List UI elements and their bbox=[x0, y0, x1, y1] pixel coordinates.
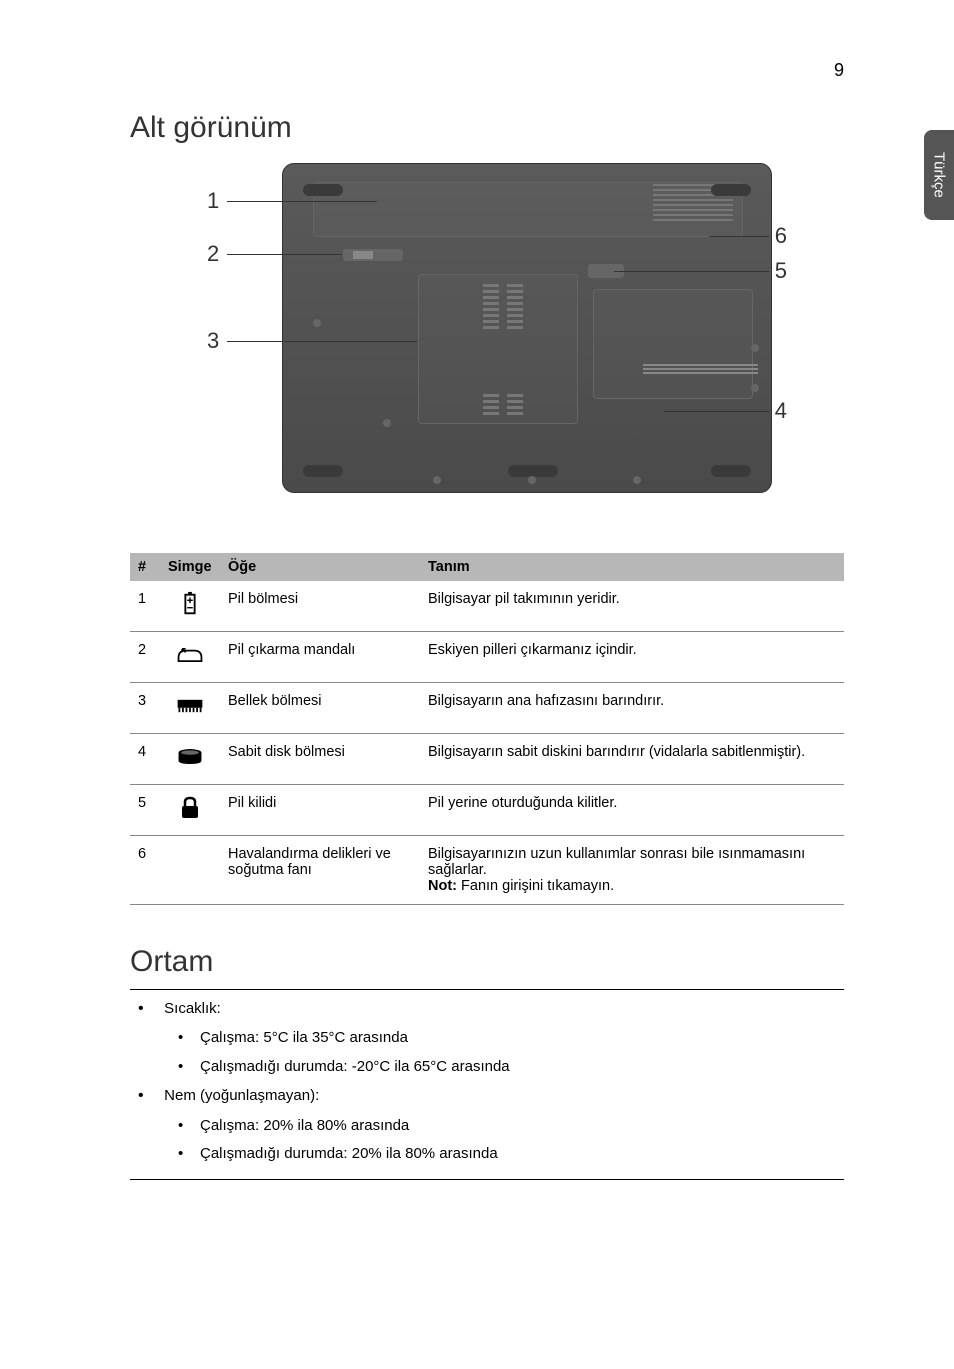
env-subitem: Çalışma: 5°C ila 35°C arasında bbox=[200, 1024, 844, 1053]
note-label: Not: bbox=[428, 878, 457, 894]
table-row: 5 Pil kilidi Pil yerine oturduğunda kili… bbox=[130, 785, 844, 836]
row-num: 5 bbox=[130, 785, 160, 836]
section-title-environment: Ortam bbox=[130, 945, 844, 979]
th-num: # bbox=[130, 553, 160, 581]
row-desc-text: Bilgisayarınızın uzun kullanımlar sonras… bbox=[428, 846, 805, 878]
env-item: Sıcaklık: Çalışma: 5°C ila 35°C arasında… bbox=[160, 994, 844, 1081]
row-item: Havalandırma delikleri ve soğutma fanı bbox=[220, 836, 420, 905]
row-num: 3 bbox=[130, 683, 160, 734]
spec-table: # Simge Öğe Tanım 1 Pil bölmesi Bilgisay… bbox=[130, 553, 844, 905]
env-subitem: Çalışmadığı durumda: -20°C ila 65°C aras… bbox=[200, 1053, 844, 1082]
table-row: 6 Havalandırma delikleri ve soğutma fanı… bbox=[130, 836, 844, 905]
hdd-icon bbox=[160, 734, 220, 785]
row-desc: Bilgisayar pil takımının yeridir. bbox=[420, 581, 844, 632]
row-desc: Bilgisayarınızın uzun kullanımlar sonras… bbox=[420, 836, 844, 905]
row-desc: Pil yerine oturduğunda kilitler. bbox=[420, 785, 844, 836]
callout-2: 2 bbox=[207, 241, 219, 267]
env-item: Nem (yoğunlaşmayan): Çalışma: 20% ila 80… bbox=[160, 1081, 844, 1168]
row-num: 4 bbox=[130, 734, 160, 785]
lock-icon bbox=[160, 785, 220, 836]
table-row: 4 Sabit disk bölmesi Bilgisayarın sabit … bbox=[130, 734, 844, 785]
row-num: 2 bbox=[130, 632, 160, 683]
row-num: 6 bbox=[130, 836, 160, 905]
row-desc: Eskiyen pilleri çıkarmanız içindir. bbox=[420, 632, 844, 683]
env-label: Nem (yoğunlaşmayan): bbox=[164, 1087, 319, 1104]
table-row: 3 Bellek bölmesi Bilgisayarın ana hafıza… bbox=[130, 683, 844, 734]
callout-1: 1 bbox=[207, 188, 219, 214]
bottom-view-diagram: 1 2 3 6 5 4 bbox=[187, 153, 787, 513]
laptop-bottom-shell bbox=[282, 163, 772, 493]
env-subitem: Çalışma: 20% ila 80% arasında bbox=[200, 1112, 844, 1141]
th-icon: Simge bbox=[160, 553, 220, 581]
latch-icon bbox=[160, 632, 220, 683]
battery-icon bbox=[160, 581, 220, 632]
th-desc: Tanım bbox=[420, 553, 844, 581]
row-num: 1 bbox=[130, 581, 160, 632]
page: 9 Alt görünüm bbox=[0, 0, 954, 1240]
page-number: 9 bbox=[130, 60, 844, 81]
row-desc: Bilgisayarın ana hafızasını barındırır. bbox=[420, 683, 844, 734]
row-item: Pil çıkarma mandalı bbox=[220, 632, 420, 683]
callout-6: 6 bbox=[775, 223, 787, 249]
table-row: 1 Pil bölmesi Bilgisayar pil takımının y… bbox=[130, 581, 844, 632]
row-item: Sabit disk bölmesi bbox=[220, 734, 420, 785]
section-title-bottom-view: Alt görünüm bbox=[130, 111, 844, 145]
note-text: Fanın girişini tıkamayın. bbox=[457, 878, 614, 894]
callout-5: 5 bbox=[775, 258, 787, 284]
environment-block: Sıcaklık: Çalışma: 5°C ila 35°C arasında… bbox=[130, 989, 844, 1180]
row-desc: Bilgisayarın sabit diskini barındırır (v… bbox=[420, 734, 844, 785]
env-label: Sıcaklık: bbox=[164, 1000, 221, 1017]
row-item: Pil kilidi bbox=[220, 785, 420, 836]
blank-icon bbox=[160, 836, 220, 905]
env-subitem: Çalışmadığı durumda: 20% ila 80% arasınd… bbox=[200, 1140, 844, 1169]
language-tab: Türkçe bbox=[924, 130, 954, 220]
callout-4: 4 bbox=[775, 398, 787, 424]
table-row: 2 Pil çıkarma mandalı Eskiyen pilleri çı… bbox=[130, 632, 844, 683]
th-item: Öğe bbox=[220, 553, 420, 581]
memory-icon bbox=[160, 683, 220, 734]
row-item: Pil bölmesi bbox=[220, 581, 420, 632]
row-item: Bellek bölmesi bbox=[220, 683, 420, 734]
callout-3: 3 bbox=[207, 328, 219, 354]
